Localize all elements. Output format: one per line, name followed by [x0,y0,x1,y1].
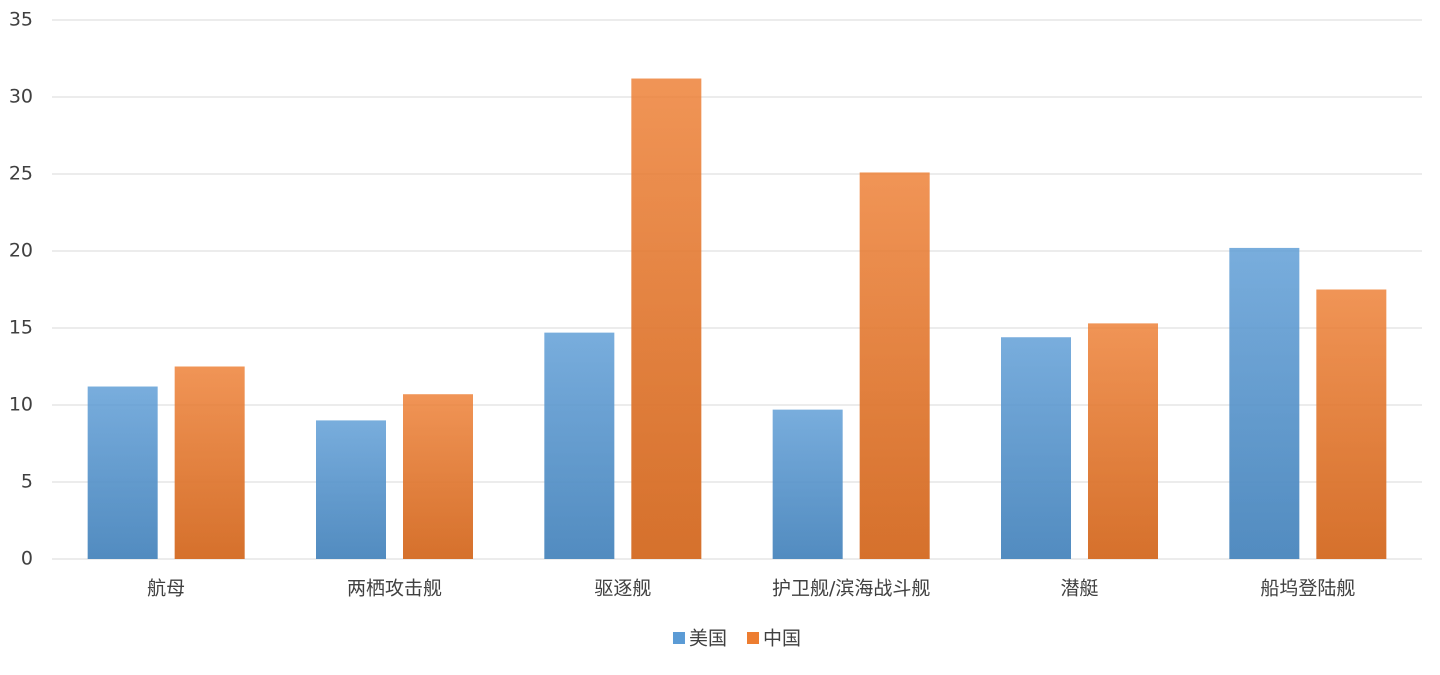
x-tick-label: 驱逐舰 [594,578,651,600]
x-tick-label: 航母 [147,578,185,600]
x-tick-label: 潜艇 [1060,578,1098,600]
bar [1316,289,1387,559]
y-tick-label: 10 [9,394,33,416]
x-tick-label: 船坞登陆舰 [1260,578,1355,600]
y-tick-label: 20 [9,240,33,262]
legend-swatch [672,632,685,644]
y-tick-label: 0 [21,548,33,570]
bar [772,409,843,559]
bar [316,420,386,559]
legend-label: 美国 [689,628,727,650]
x-tick-label: 两栖攻击舰 [347,578,442,600]
bar [859,172,930,559]
bar [1088,323,1158,559]
bar [1001,337,1071,559]
y-tick-label: 15 [9,317,33,339]
x-tick-label: 护卫舰/滨海战斗舰 [772,578,930,600]
y-tick-label: 5 [21,471,33,493]
y-tick-label: 35 [9,9,33,31]
y-tick-label: 30 [9,86,33,108]
legend: 美国 中国 [672,628,801,650]
y-tick-label: 25 [9,163,33,185]
bar [403,394,473,559]
bar [631,78,702,560]
bar [1229,247,1300,560]
bar [174,366,245,559]
bar [544,332,615,559]
bar [87,386,158,559]
legend-label: 中国 [763,628,801,650]
legend-swatch [747,632,759,644]
